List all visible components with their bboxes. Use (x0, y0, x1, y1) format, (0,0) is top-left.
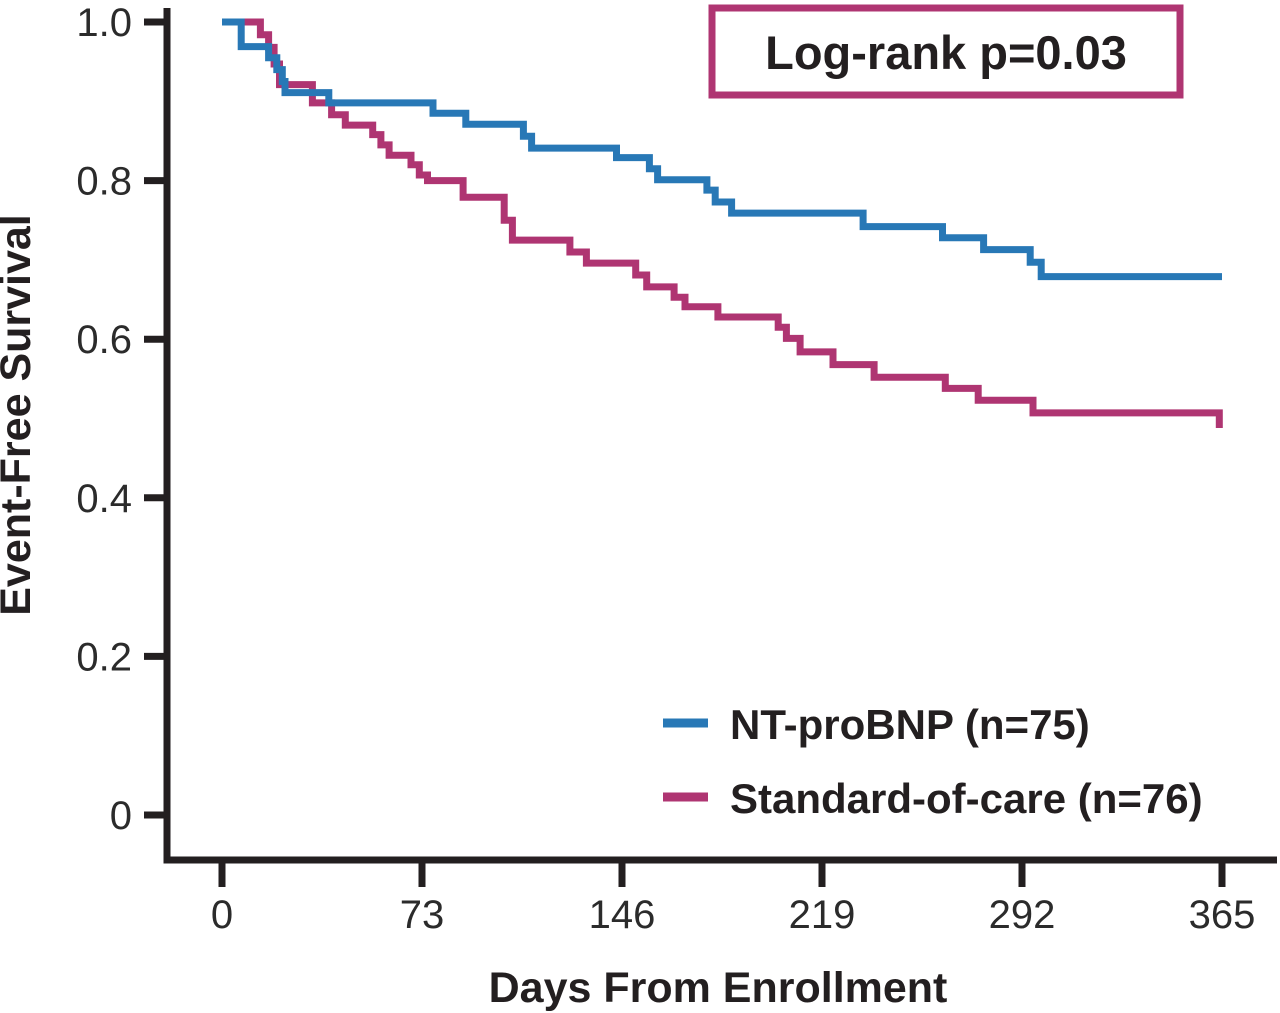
y-tick-label: 0.4 (76, 477, 132, 521)
curve-nt-probnp (222, 18, 1222, 281)
x-axis-ticks: 0 73 146 219 292 365 (211, 860, 1256, 937)
logrank-box-border (708, 4, 1184, 99)
axes: 1.0 0.8 0.6 0.4 0.2 0 0 73 146 219 292 365 (76, 1, 1277, 937)
y-tick-label: 0.8 (76, 160, 132, 204)
legend-label-nt-probnp: NT-proBNP (n=75) (730, 701, 1090, 748)
legend: NT-proBNP (n=75) Standard-of-care (n=76) (663, 701, 1203, 822)
logrank-text: Log-rank p=0.03 (765, 26, 1127, 79)
x-tick-label: 219 (789, 893, 856, 937)
y-axis-ticks: 1.0 0.8 0.6 0.4 0.2 0 (76, 1, 167, 838)
y-tick-label: 1.0 (76, 1, 132, 45)
logrank-annotation: Log-rank p=0.03 (708, 4, 1184, 99)
y-tick-label: 0.2 (76, 635, 132, 679)
curve-standard-of-care (222, 18, 1223, 428)
x-tick-label: 292 (989, 893, 1056, 937)
legend-label-standard-of-care: Standard-of-care (n=76) (730, 775, 1203, 822)
y-tick-label: 0.6 (76, 318, 132, 362)
survival-curves (222, 18, 1223, 428)
x-tick-label: 73 (400, 893, 445, 937)
x-tick-label: 365 (1189, 893, 1256, 937)
y-axis-label: Event-Free Survival (0, 214, 40, 616)
y-tick-label: 0 (110, 794, 132, 838)
x-tick-label: 0 (211, 893, 233, 937)
x-tick-label: 146 (589, 893, 656, 937)
x-axis-label: Days From Enrollment (489, 964, 948, 1012)
